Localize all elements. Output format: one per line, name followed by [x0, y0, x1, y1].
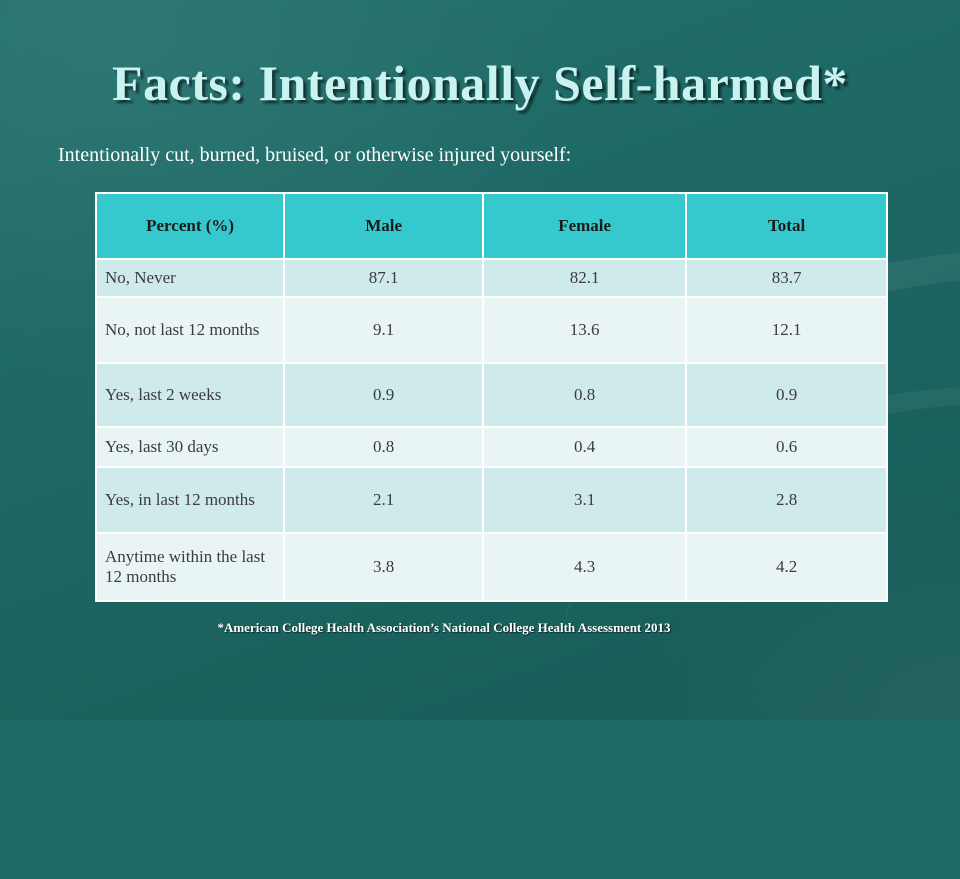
male-value: 0.8 — [283, 426, 485, 468]
total-value: 0.9 — [685, 362, 888, 428]
header-female: Female — [482, 192, 688, 260]
table-row: Yes, in last 12 months 2.1 3.1 2.8 — [94, 466, 888, 534]
male-value: 9.1 — [283, 296, 485, 364]
male-value: 2.1 — [283, 466, 485, 534]
male-value: 3.8 — [283, 532, 485, 602]
row-label: No, not last 12 months — [94, 296, 286, 364]
total-value: 0.6 — [685, 426, 888, 468]
row-label: Anytime within the last 12 months — [94, 532, 286, 602]
table-row: No, not last 12 months 9.1 13.6 12.1 — [94, 296, 888, 364]
female-value: 3.1 — [482, 466, 688, 534]
table-row: Yes, last 30 days 0.8 0.4 0.6 — [94, 426, 888, 468]
total-value: 83.7 — [685, 258, 888, 298]
table-row: No, Never 87.1 82.1 83.7 — [94, 258, 888, 298]
table-header-row: Percent (%) Male Female Total — [94, 192, 888, 260]
slide-subtitle: Intentionally cut, burned, bruised, or o… — [58, 144, 572, 166]
female-value: 82.1 — [482, 258, 688, 298]
header-total: Total — [685, 192, 888, 260]
source-footnote: *American College Health Association’s N… — [217, 620, 671, 635]
header-male: Male — [283, 192, 485, 260]
male-value: 0.9 — [283, 362, 485, 428]
row-label: No, Never — [94, 258, 286, 298]
total-value: 12.1 — [685, 296, 888, 364]
female-value: 13.6 — [482, 296, 688, 364]
row-label: Yes, last 2 weeks — [94, 362, 286, 428]
female-value: 4.3 — [482, 532, 688, 602]
total-value: 2.8 — [685, 466, 888, 534]
total-value: 4.2 — [685, 532, 888, 602]
header-percent: Percent (%) — [94, 192, 286, 260]
self-harm-table: Percent (%) Male Female Total No, Never … — [94, 192, 888, 602]
row-label: Yes, in last 12 months — [94, 466, 286, 534]
table-row: Yes, last 2 weeks 0.9 0.8 0.9 — [94, 362, 888, 428]
female-value: 0.4 — [482, 426, 688, 468]
row-label: Yes, last 30 days — [94, 426, 286, 468]
table-row: Anytime within the last 12 months 3.8 4.… — [94, 532, 888, 602]
male-value: 87.1 — [283, 258, 485, 298]
slide-title: Facts: Intentionally Self-harmed* — [112, 55, 848, 111]
female-value: 0.8 — [482, 362, 688, 428]
